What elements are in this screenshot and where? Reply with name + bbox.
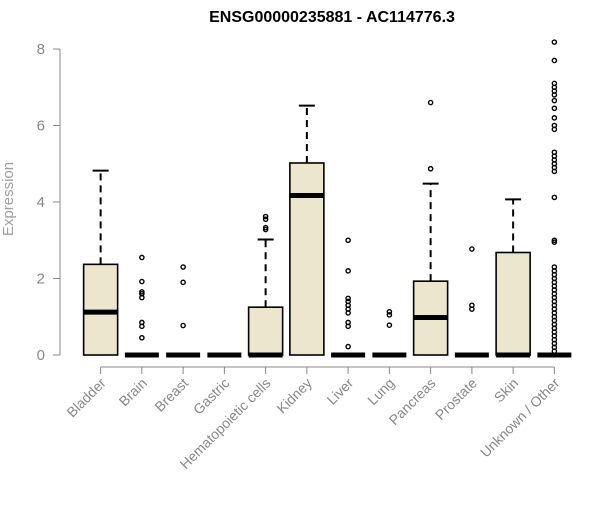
- outlier-point-liver: [345, 298, 351, 305]
- chart-title: ENSG00000235881 - AC114776.3: [209, 9, 455, 26]
- y-axis-label: Expression: [0, 162, 17, 236]
- outlier-point-unknown-other: [551, 39, 558, 45]
- x-tick-label-lung: Lung: [364, 375, 397, 408]
- outlier-point-breast: [180, 279, 186, 286]
- outlier-point-breast: [180, 264, 186, 270]
- outlier-point-lung: [386, 308, 393, 315]
- outlier-point-unknown-other: [551, 239, 558, 245]
- outlier-point-brain: [139, 289, 145, 295]
- outlier-point-hematopoietic-cells: [262, 226, 269, 233]
- box-hematopoietic-cells: [247, 306, 284, 356]
- outlier-point-unknown-other: [551, 80, 558, 87]
- outlier-point-lung: [386, 322, 393, 328]
- outlier-point-brain: [139, 334, 145, 341]
- outlier-point-prostate: [469, 302, 475, 309]
- box-skin: [495, 251, 531, 356]
- outlier-point-pancreas: [427, 165, 434, 172]
- x-tick-label-brain: Brain: [116, 375, 150, 409]
- y-tick-label: 2: [37, 271, 45, 288]
- outlier-point-liver: [345, 237, 351, 244]
- y-tick-label: 6: [37, 118, 45, 135]
- outlier-point-hematopoietic-cells: [262, 216, 269, 223]
- outlier-point-hematopoietic-cells: [262, 213, 269, 220]
- outlier-point-unknown-other: [551, 97, 558, 104]
- outlier-point-unknown-other: [551, 122, 558, 129]
- outlier-point-unknown-other: [551, 264, 558, 270]
- outlier-point-unknown-other: [551, 194, 558, 201]
- outlier-point-breast: [180, 322, 186, 329]
- outlier-point-unknown-other: [551, 149, 558, 156]
- y-tick-label: 4: [37, 194, 45, 211]
- outlier-point-pancreas: [427, 99, 434, 106]
- box-kidney: [289, 162, 325, 356]
- outlier-point-liver: [345, 295, 351, 302]
- y-tick-label: 8: [37, 41, 45, 58]
- outlier-point-unknown-other: [551, 115, 558, 121]
- outlier-point-liver: [345, 268, 351, 274]
- x-tick-label-skin: Skin: [491, 375, 522, 406]
- x-tick-label-kidney: Kidney: [273, 375, 315, 417]
- y-tick-label: 0: [37, 347, 45, 364]
- outlier-point-brain: [139, 254, 145, 261]
- outlier-point-liver: [345, 319, 351, 326]
- outlier-point-unknown-other: [551, 237, 558, 244]
- x-tick-label-bladder: Bladder: [63, 375, 109, 421]
- outlier-point-brain: [139, 290, 145, 297]
- outlier-point-prostate: [469, 246, 475, 252]
- outlier-point-brain: [139, 278, 145, 285]
- outlier-point-brain: [139, 319, 145, 326]
- outlier-point-lung: [386, 312, 393, 318]
- outlier-point-unknown-other: [551, 57, 558, 64]
- x-tick-label-liver: Liver: [323, 375, 356, 408]
- x-tick-label-breast: Breast: [151, 375, 191, 415]
- x-tick-label-prostate: Prostate: [432, 375, 480, 423]
- outlier-point-liver: [345, 343, 351, 350]
- outlier-point-hematopoietic-cells: [262, 224, 269, 231]
- outlier-point-unknown-other: [551, 105, 558, 112]
